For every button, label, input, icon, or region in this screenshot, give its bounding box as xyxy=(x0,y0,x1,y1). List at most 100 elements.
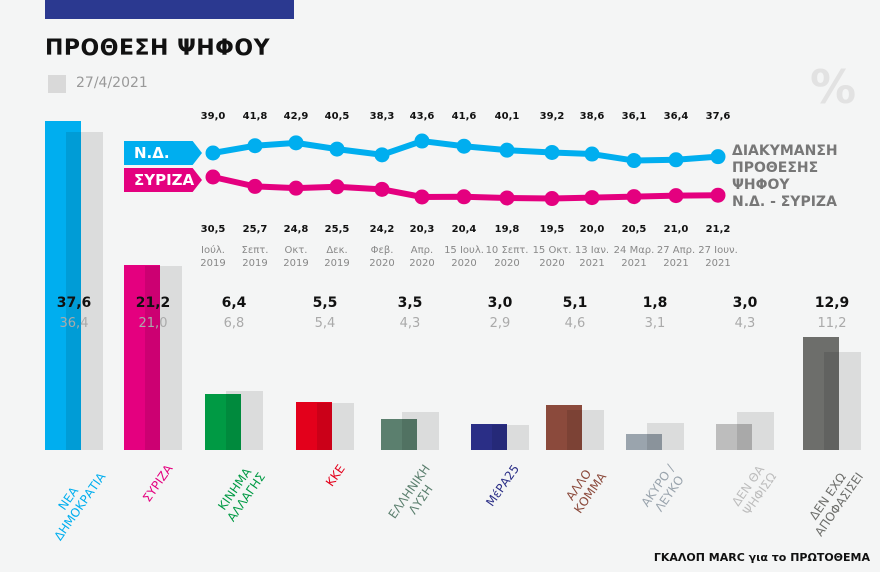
line-chart-title: ΔΙΑΚΥΜΑΝΣΗ ΠΡΟΘΕΣΗΣ ΨΗΦΟΥ Ν.Δ. - ΣΥΡΙΖΑ xyxy=(732,143,838,211)
value-label-previous: 4,3 xyxy=(399,316,421,331)
data-label: 24,8 xyxy=(283,224,309,235)
x-tick-label: 24 Μαρ. 2021 xyxy=(609,244,659,270)
data-label: 36,4 xyxy=(663,111,689,122)
value-label-current: 12,9 xyxy=(814,295,850,311)
x-tick-label-line: 15 Οκτ. xyxy=(532,245,572,256)
x-tick-label-line: 27 Ιουν. xyxy=(698,245,738,256)
data-label: 39,2 xyxy=(539,111,565,122)
bar-previous xyxy=(492,424,529,450)
data-point xyxy=(456,189,472,205)
x-tick-label-line: 2019 xyxy=(200,258,226,269)
x-tick-label-line: Ιούλ. xyxy=(201,245,225,256)
x-tick-label-line: 24 Μαρ. xyxy=(613,245,655,256)
data-point xyxy=(544,144,560,160)
data-label: 20,5 xyxy=(621,224,647,235)
bar-previous xyxy=(402,412,439,450)
value-label-previous: 21,0 xyxy=(138,316,168,331)
value-label-current: 5,1 xyxy=(562,295,588,311)
data-label: 20,3 xyxy=(409,224,435,235)
x-tick-label: 27 Ιουν. 2021 xyxy=(693,244,743,270)
legend-label-previous: 27/4/2021 xyxy=(76,75,148,91)
bar-previous xyxy=(737,412,774,450)
bar-current xyxy=(546,405,582,450)
x-tick-label-line: Δεκ. xyxy=(326,245,348,256)
bar-current xyxy=(626,434,662,450)
percent-icon: % xyxy=(810,60,857,114)
data-point xyxy=(374,147,390,163)
value-label-current: 37,6 xyxy=(56,295,92,311)
value-label-previous: 4,6 xyxy=(564,316,586,331)
value-label-previous: 5,4 xyxy=(314,316,336,331)
bar-current xyxy=(124,264,160,450)
data-label: 38,3 xyxy=(369,111,395,122)
data-point xyxy=(205,169,221,185)
x-tick-label-line: 2021 xyxy=(705,258,731,269)
value-label-current: 3,0 xyxy=(732,295,758,311)
line-chart-title-line: Ν.Δ. - ΣΥΡΙΖΑ xyxy=(732,194,837,210)
syriza-tag: ΣΥΡΙΖΑ xyxy=(124,168,202,192)
line-chart-title-line: ΠΡΟΘΕΣΗΣ xyxy=(732,160,819,176)
bar-previous xyxy=(226,390,263,450)
x-tick-label-line: 2020 xyxy=(369,258,395,269)
data-label: 20,4 xyxy=(451,224,477,235)
data-label: 37,6 xyxy=(705,111,731,122)
value-label-current: 21,2 xyxy=(135,295,171,311)
x-tick-label-line: 10 Σεπτ. xyxy=(485,245,529,256)
bar-previous xyxy=(145,266,182,450)
data-point xyxy=(329,179,345,195)
nd-tag: Ν.Δ. xyxy=(124,141,202,165)
x-tick-label-line: 2021 xyxy=(663,258,689,269)
x-tick-label-line: 2020 xyxy=(494,258,520,269)
data-point xyxy=(668,152,684,168)
data-point xyxy=(499,190,515,206)
data-point xyxy=(205,145,221,161)
data-label: 21,2 xyxy=(705,224,731,235)
data-point xyxy=(499,142,515,158)
bar-current xyxy=(296,401,332,450)
data-label: 21,0 xyxy=(663,224,689,235)
data-label: 41,6 xyxy=(451,111,477,122)
data-point xyxy=(247,138,263,154)
bar-current xyxy=(803,337,839,450)
data-point xyxy=(374,181,390,197)
x-tick-label: Δεκ. 2019 xyxy=(312,244,362,270)
value-label-current: 6,4 xyxy=(221,295,247,311)
x-tick-label-line: 2020 xyxy=(451,258,477,269)
data-label: 19,8 xyxy=(494,224,520,235)
data-label: 25,5 xyxy=(324,224,350,235)
value-label-previous: 36,4 xyxy=(59,316,89,331)
value-label-current: 5,5 xyxy=(312,295,338,311)
x-tick-label-line: 2020 xyxy=(409,258,435,269)
data-label: 38,6 xyxy=(579,111,605,122)
bar-current xyxy=(205,394,241,450)
bar-previous xyxy=(647,422,684,450)
top-bar xyxy=(45,0,294,19)
x-tick-label-line: 2021 xyxy=(579,258,605,269)
value-label-current: 3,0 xyxy=(487,295,513,311)
value-label-current: 1,8 xyxy=(642,295,668,311)
bar-current xyxy=(716,423,752,450)
data-label: 42,9 xyxy=(283,111,309,122)
data-point xyxy=(329,141,345,157)
bar-current xyxy=(471,423,507,450)
data-point xyxy=(668,188,684,204)
value-label-current: 3,5 xyxy=(397,295,423,311)
x-tick-label: Σεπτ. 2019 xyxy=(230,244,280,270)
bar-previous xyxy=(824,352,861,450)
value-label-previous: 2,9 xyxy=(489,316,511,331)
data-point xyxy=(456,138,472,154)
x-tick-label: 15 Οκτ. 2020 xyxy=(527,244,577,270)
source-credit: ΓΚΑΛΟΠ MARC για το ΠΡΩΤΟΘΕΜΑ xyxy=(653,551,870,564)
x-tick-label-line: 2020 xyxy=(539,258,565,269)
data-point xyxy=(584,190,600,206)
bar-current xyxy=(45,121,81,450)
x-tick-label-line: 27 Απρ. xyxy=(656,245,696,256)
x-tick-label-line: 2019 xyxy=(283,258,309,269)
x-tick-label-line: 13 Ιαν. xyxy=(574,245,610,256)
data-point xyxy=(288,135,304,151)
bar-previous xyxy=(66,131,103,450)
data-point xyxy=(288,180,304,196)
x-tick-label: Ιούλ. 2019 xyxy=(188,244,238,270)
